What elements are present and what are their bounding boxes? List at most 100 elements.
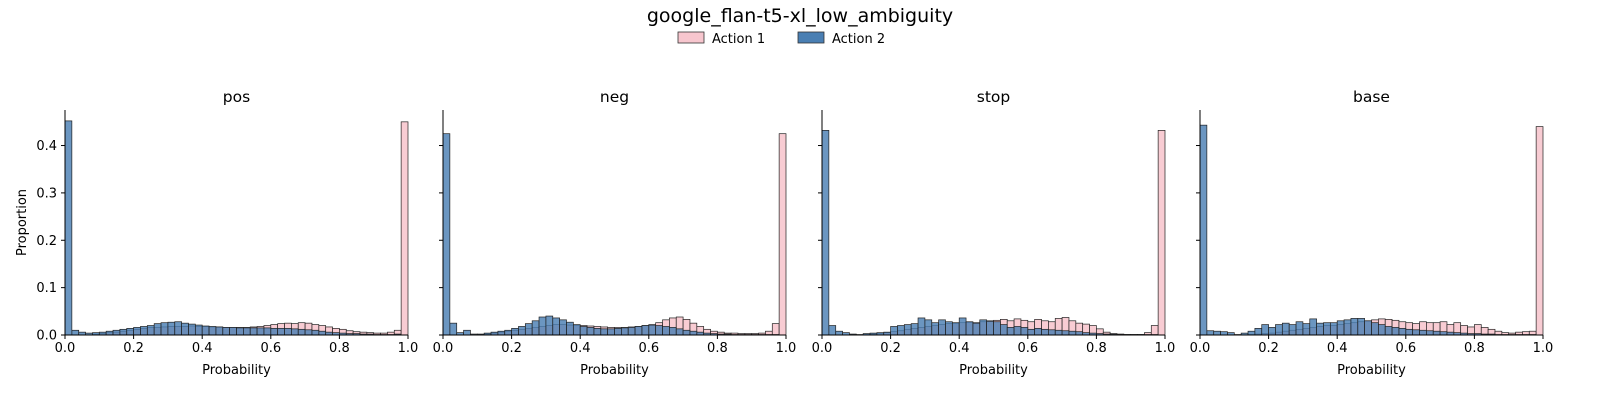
bar <box>284 328 292 336</box>
bar <box>1329 322 1338 336</box>
bar <box>641 325 650 336</box>
x-tick-label: 0.4 <box>570 341 591 356</box>
legend-label-action-2: Action 2 <box>832 32 885 47</box>
bar <box>1061 330 1070 336</box>
bar <box>600 328 608 336</box>
bar <box>938 319 946 336</box>
x-tick-label: 0.2 <box>123 341 144 356</box>
bar <box>188 323 196 336</box>
series-action-1 <box>476 133 787 336</box>
bar <box>105 330 114 336</box>
panel-title: pos <box>223 88 250 106</box>
figure-title: google_flan-t5-xl_low_ambiguity <box>647 5 953 27</box>
bar <box>689 330 698 336</box>
bar <box>648 324 657 336</box>
bar <box>263 327 272 336</box>
series-action-2 <box>442 133 780 336</box>
bar <box>1391 327 1400 336</box>
x-tick-label: 0.0 <box>1190 341 1211 356</box>
x-tick-label: 0.8 <box>707 341 728 356</box>
x-axis-label: Probability <box>580 363 649 378</box>
x-tick-label: 0.0 <box>433 341 454 356</box>
bar <box>835 330 843 336</box>
bar <box>607 328 615 336</box>
series-action-2 <box>64 120 402 336</box>
bar <box>1068 330 1077 336</box>
bar <box>965 321 974 336</box>
legend: Action 1 Action 2 <box>677 31 885 47</box>
series-action-1 <box>92 121 409 336</box>
bar <box>821 130 830 336</box>
y-tick-label: 0.2 <box>36 234 57 249</box>
x-tick-label: 0.6 <box>260 341 281 356</box>
x-axis-label: Probability <box>1337 363 1406 378</box>
bar <box>545 315 554 336</box>
x-tick-label: 1.0 <box>776 341 797 356</box>
x-tick-label: 0.2 <box>1258 341 1279 356</box>
bar <box>655 325 663 336</box>
bar <box>497 330 506 336</box>
bar <box>222 327 230 336</box>
bar <box>1268 327 1276 336</box>
bar <box>119 328 128 336</box>
bar <box>243 327 251 336</box>
bar <box>890 326 898 336</box>
bar <box>910 323 919 336</box>
y-tick-label: 0.0 <box>36 329 57 344</box>
bar <box>236 327 244 336</box>
bar <box>1254 328 1263 336</box>
bar <box>64 120 73 336</box>
bar <box>1150 325 1159 336</box>
bar <box>1027 328 1036 336</box>
bar <box>917 317 926 336</box>
bar <box>304 329 313 336</box>
bar <box>277 328 285 336</box>
bar <box>1412 329 1420 336</box>
x-tick-label: 0.2 <box>880 341 901 356</box>
x-tick-label: 1.0 <box>1155 341 1176 356</box>
bar <box>1378 324 1386 336</box>
bar <box>194 324 203 336</box>
bar <box>1054 329 1063 336</box>
bar <box>201 325 210 336</box>
x-tick-label: 0.4 <box>192 341 213 356</box>
panel-title: neg <box>600 88 629 106</box>
bar <box>931 322 939 336</box>
bar <box>1535 126 1544 336</box>
bar <box>1316 322 1324 336</box>
panel-pos: pos 0.0 0.2 0.4 0.6 0.8 1.0 0.0 0.1 0.2 0.3 0.4 Prob… <box>15 88 418 378</box>
panel-base: base 0.0 0.2 0.4 0.6 0.8 1.0 Probability <box>1190 88 1554 378</box>
y-tick-label: 0.3 <box>36 186 57 201</box>
x-axis-label: Probability <box>202 363 271 378</box>
bar <box>1006 327 1015 336</box>
bar <box>1295 321 1304 336</box>
bar <box>511 328 519 336</box>
bar <box>318 330 327 336</box>
x-tick-label: 0.8 <box>1086 341 1107 356</box>
x-tick-label: 0.0 <box>812 341 833 356</box>
x-tick-label: 0.6 <box>638 341 659 356</box>
bar <box>1302 323 1311 336</box>
bar <box>579 326 588 336</box>
bar <box>682 329 691 336</box>
bar <box>924 319 933 336</box>
bar <box>1343 319 1352 336</box>
bar <box>1336 320 1345 336</box>
bar <box>972 322 981 336</box>
bar <box>215 326 224 336</box>
series-action-2 <box>1199 124 1537 336</box>
bar <box>675 328 684 336</box>
bar <box>1350 318 1359 336</box>
bar <box>1034 328 1042 336</box>
x-tick-label: 0.6 <box>1017 341 1038 356</box>
bar <box>634 326 643 336</box>
bar <box>903 324 912 336</box>
bar <box>133 327 141 336</box>
bar <box>778 133 787 336</box>
bar <box>979 319 987 336</box>
bar <box>1206 330 1215 336</box>
bar <box>249 327 258 336</box>
series-action-1 <box>862 130 1166 336</box>
